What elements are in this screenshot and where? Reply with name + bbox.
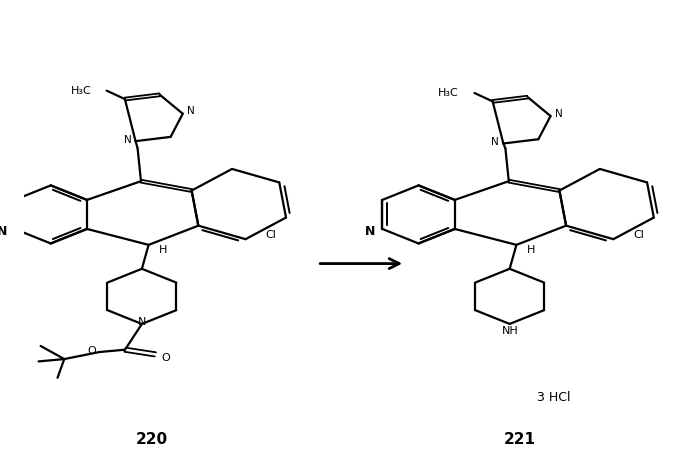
Text: 3 HCl: 3 HCl <box>537 390 570 404</box>
Text: N: N <box>139 317 147 326</box>
Text: N: N <box>555 109 563 119</box>
Text: N: N <box>491 137 499 147</box>
Text: 221: 221 <box>504 432 536 447</box>
Text: 220: 220 <box>136 432 168 447</box>
Text: N: N <box>365 225 375 238</box>
Text: NH: NH <box>502 326 519 336</box>
Text: H₃C: H₃C <box>71 86 91 96</box>
Text: H: H <box>160 244 167 254</box>
Text: Cl: Cl <box>634 230 645 240</box>
Text: N: N <box>124 135 132 145</box>
Text: H: H <box>527 244 536 254</box>
Text: N: N <box>187 106 195 116</box>
Text: O: O <box>87 346 96 356</box>
Text: H₃C: H₃C <box>438 88 459 98</box>
Text: N: N <box>0 225 8 238</box>
Text: O: O <box>161 353 170 363</box>
Text: Cl: Cl <box>266 230 276 240</box>
